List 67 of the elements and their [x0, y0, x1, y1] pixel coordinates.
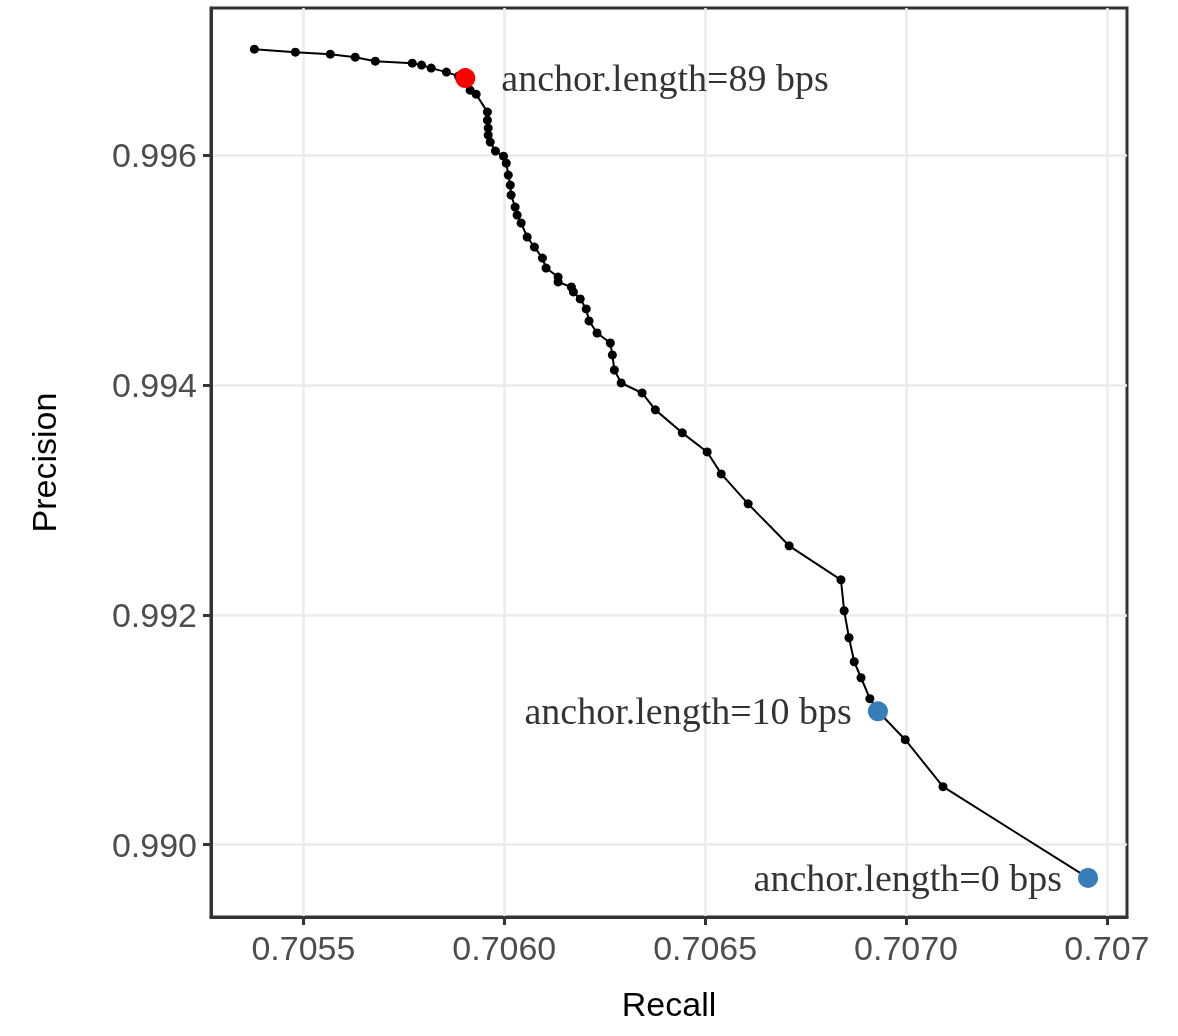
point — [609, 365, 619, 375]
point — [702, 447, 712, 457]
point — [471, 89, 481, 99]
point — [784, 541, 794, 551]
point — [441, 67, 451, 77]
point — [568, 287, 578, 297]
point — [650, 405, 660, 415]
point — [350, 52, 360, 62]
point — [490, 146, 500, 156]
point — [584, 316, 594, 326]
point — [865, 694, 875, 704]
point — [900, 735, 910, 745]
point — [581, 304, 591, 314]
point — [417, 60, 427, 70]
point — [592, 328, 602, 338]
x-tick-label: 0.707 — [1064, 929, 1150, 967]
point — [849, 657, 859, 667]
point — [537, 253, 547, 263]
point — [506, 190, 516, 200]
point — [575, 294, 585, 304]
point — [501, 158, 511, 168]
point — [836, 575, 846, 585]
point — [455, 68, 476, 89]
point — [325, 49, 335, 59]
point — [498, 151, 508, 161]
point — [426, 63, 436, 73]
x-axis-title: Recall — [621, 985, 717, 1023]
x-tick-label: 0.7055 — [251, 929, 356, 967]
point — [677, 428, 687, 438]
point — [616, 378, 626, 388]
point — [607, 350, 617, 360]
annotation: anchor.length=10 bps — [524, 690, 852, 733]
point — [867, 701, 888, 722]
point — [541, 263, 551, 273]
point — [938, 782, 948, 792]
y-axis-title: Precision — [25, 392, 63, 533]
point — [290, 47, 300, 57]
point — [844, 633, 854, 643]
point — [716, 469, 726, 479]
x-tick-label: 0.7065 — [653, 929, 758, 967]
y-tick-label: 0.996 — [111, 136, 197, 175]
point — [529, 242, 539, 252]
y-tick-label: 0.994 — [111, 365, 197, 404]
point — [505, 180, 515, 190]
point — [482, 107, 492, 117]
point — [503, 170, 513, 180]
point — [482, 115, 492, 125]
x-tick-label: 0.7060 — [452, 929, 557, 967]
point — [370, 56, 380, 66]
point — [522, 232, 532, 242]
annotation: anchor.length=0 bps — [753, 856, 1063, 899]
point — [512, 210, 522, 220]
point — [485, 137, 495, 147]
y-tick-label: 0.990 — [111, 825, 197, 864]
y-tick-label: 0.992 — [111, 595, 197, 634]
point — [407, 58, 417, 68]
point — [516, 218, 526, 228]
point — [605, 338, 615, 348]
point — [839, 606, 849, 616]
point — [637, 388, 647, 398]
point — [856, 673, 866, 683]
x-tick-label: 0.7070 — [854, 929, 959, 967]
point — [249, 44, 259, 54]
point — [743, 499, 753, 509]
point — [510, 202, 520, 212]
annotation: anchor.length=89 bps — [501, 57, 829, 100]
point — [1078, 867, 1099, 888]
